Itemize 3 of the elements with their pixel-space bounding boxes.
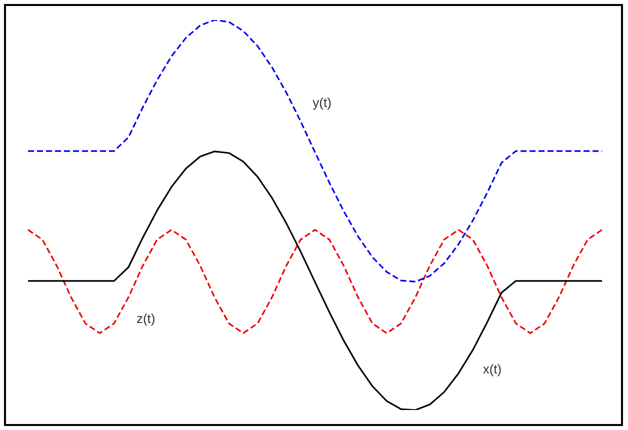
series-label: y(t) (312, 94, 332, 110)
series-label: z(t) (136, 310, 156, 326)
series-label: x(t) (482, 362, 502, 377)
